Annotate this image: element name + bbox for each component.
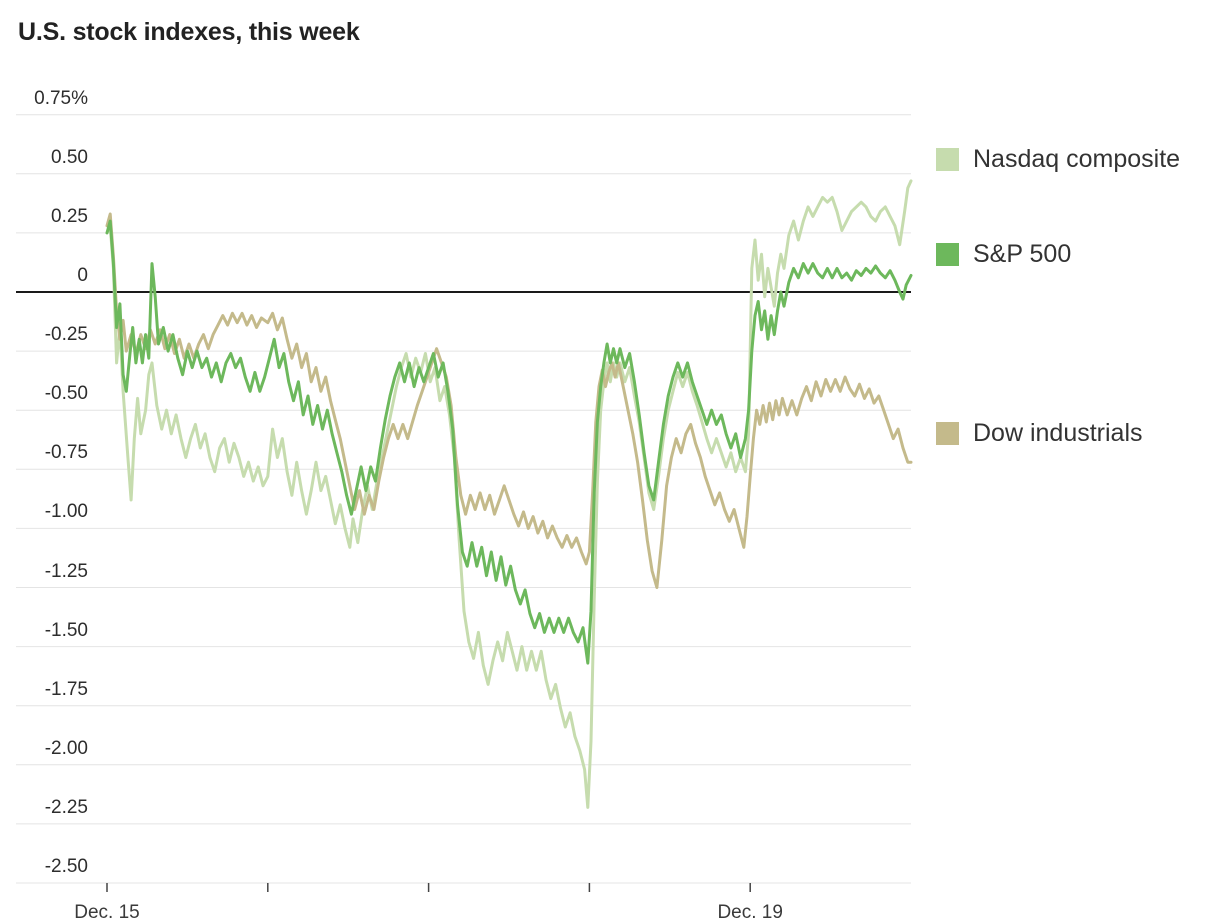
x-tick-label: Dec. 19 [717, 902, 783, 923]
y-tick-label: -0.25 [44, 324, 88, 346]
series-line-dow-industrials [105, 212, 913, 589]
series-line-nasdaq-composite [105, 179, 913, 809]
legend-swatch-icon [936, 422, 959, 445]
y-tick-label: 0 [77, 265, 88, 286]
y-tick-label: -1.75 [44, 678, 88, 700]
legend-swatch-icon [936, 243, 959, 266]
y-tick-label: -2.50 [44, 856, 88, 877]
x-tick-label: Dec. 15 [74, 902, 140, 923]
y-tick-label: 0.50 [51, 146, 88, 168]
legend-item: S&P 500 [936, 240, 1072, 268]
legend-item: Dow industrials [936, 419, 1143, 447]
legend-label: Dow industrials [973, 419, 1143, 447]
chart-title: U.S. stock indexes, this week [18, 18, 360, 46]
y-tick-label: 0.75% [34, 87, 88, 109]
y-tick-label: -0.50 [44, 383, 88, 405]
y-tick-label: -1.50 [44, 619, 88, 641]
y-tick-label: -2.00 [44, 737, 88, 759]
y-tick-label: -1.00 [44, 501, 88, 523]
y-tick-label: -1.25 [44, 560, 88, 582]
legend-label: S&P 500 [973, 240, 1072, 268]
legend-item: Nasdaq composite [936, 145, 1181, 173]
y-tick-label: 0.25 [51, 205, 88, 227]
y-tick-label: -2.25 [44, 796, 88, 818]
legend-label: Nasdaq composite [973, 145, 1181, 173]
y-tick-label: -0.75 [44, 442, 88, 464]
legend-swatch-icon [936, 148, 959, 171]
series-line-s-p-500 [105, 219, 913, 665]
